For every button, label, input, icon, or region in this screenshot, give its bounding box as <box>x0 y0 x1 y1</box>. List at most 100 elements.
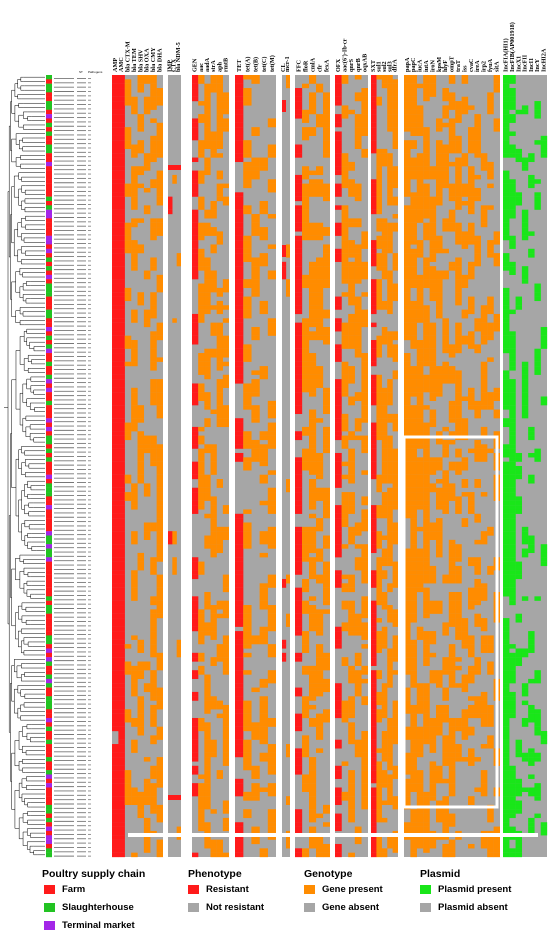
heatmap-cell <box>150 600 157 606</box>
heatmap-cell <box>235 426 244 432</box>
heatmap-cell <box>436 140 443 145</box>
heatmap-cell <box>316 222 324 228</box>
heatmap-cell <box>392 296 399 302</box>
heatmap-cell <box>335 744 342 749</box>
heatmap-cell <box>423 422 430 428</box>
heatmap-cell <box>267 609 277 614</box>
heatmap-cell <box>323 596 331 601</box>
heatmap-cell <box>323 505 331 510</box>
heatmap-cell <box>442 826 449 832</box>
source-cell <box>46 574 52 580</box>
heatmap-cell <box>416 379 424 384</box>
source-cell <box>46 822 52 827</box>
heatmap-cell <box>448 852 456 858</box>
heatmap-cell <box>302 344 310 349</box>
heatmap-cell <box>309 392 317 397</box>
source-cell <box>46 266 52 271</box>
heatmap-cell <box>150 674 157 680</box>
heatmap-cell <box>371 283 377 289</box>
heatmap-cell <box>323 683 331 688</box>
heatmap-cell <box>442 761 449 766</box>
heatmap-cell <box>143 492 151 497</box>
heatmap-cell <box>376 565 382 571</box>
heatmap-cell <box>243 531 252 536</box>
heatmap-cell <box>309 300 317 306</box>
heatmap-cell <box>423 222 430 228</box>
heatmap-cell <box>404 578 411 584</box>
heatmap-cell <box>371 361 377 367</box>
heatmap-cell <box>404 835 411 840</box>
heatmap-cell <box>341 626 349 632</box>
heatmap-cell <box>429 574 437 580</box>
heatmap-cell <box>210 209 217 215</box>
heatmap-cell <box>371 809 377 814</box>
heatmap-cell <box>341 492 349 497</box>
heatmap-cell <box>118 448 125 454</box>
heatmap-cell <box>251 274 260 280</box>
source-cell <box>46 161 52 167</box>
source-cell <box>46 413 52 419</box>
heatmap-cell <box>348 244 355 249</box>
heatmap-cell <box>410 717 417 723</box>
heatmap-cell <box>423 735 430 740</box>
source-cell <box>46 544 52 549</box>
heatmap-cell <box>341 292 349 297</box>
heatmap-cell <box>316 618 324 623</box>
heatmap-cell <box>376 192 382 197</box>
heatmap-cell <box>112 500 119 506</box>
heatmap-cell <box>448 683 456 688</box>
heatmap-cell <box>235 722 244 727</box>
heatmap-cell <box>309 531 317 536</box>
heatmap-cell <box>150 435 157 441</box>
heatmap-cell <box>150 652 157 658</box>
heatmap-cell <box>216 118 223 123</box>
heatmap-cell <box>404 335 411 341</box>
heatmap-cell <box>150 296 157 302</box>
heatmap-cell <box>210 75 217 80</box>
heatmap-cell <box>348 283 355 289</box>
heatmap-cell <box>423 227 430 232</box>
heatmap-cell <box>410 161 417 167</box>
heatmap-cell <box>316 83 324 89</box>
heatmap-cell <box>341 587 349 593</box>
heatmap-cell <box>156 170 164 176</box>
heatmap-cell <box>131 505 138 510</box>
heatmap-cell <box>192 187 199 193</box>
heatmap-cell <box>404 361 411 367</box>
heatmap-cell <box>404 652 411 658</box>
heatmap-cell <box>309 722 317 727</box>
heatmap-cell <box>112 774 119 779</box>
heatmap-cell <box>112 691 119 697</box>
heatmap-cell <box>150 153 157 158</box>
heatmap-cell <box>448 565 456 571</box>
heatmap-cell <box>423 561 430 567</box>
heatmap-cell <box>381 83 388 89</box>
heatmap-cell <box>137 726 145 732</box>
heatmap-cell <box>381 431 388 436</box>
heatmap-cell <box>131 722 138 727</box>
heatmap-cell <box>192 622 199 627</box>
heatmap-cell <box>267 618 277 623</box>
heatmap-cell <box>295 457 303 462</box>
heatmap-cell <box>137 644 145 649</box>
heatmap-cell <box>404 605 411 610</box>
heatmap-cell <box>112 135 119 141</box>
heatmap-cell <box>118 361 125 367</box>
heatmap-cell <box>259 605 268 610</box>
source-cell <box>46 674 52 680</box>
heatmap-cell <box>429 565 437 571</box>
heatmap-cell <box>131 253 138 258</box>
heatmap-cell <box>448 735 456 740</box>
heatmap-cell <box>118 613 125 619</box>
heatmap-cell <box>371 422 377 428</box>
heatmap-cell <box>381 748 388 753</box>
heatmap-cell <box>267 605 277 610</box>
heatmap-cell <box>309 335 317 341</box>
heatmap-cell <box>235 583 244 588</box>
heatmap-cell <box>429 392 437 397</box>
heatmap-cell <box>323 396 331 401</box>
heatmap-cell <box>112 670 119 675</box>
heatmap-cell <box>235 457 244 462</box>
heatmap-cell <box>118 461 125 467</box>
heatmap-cell <box>316 466 324 471</box>
